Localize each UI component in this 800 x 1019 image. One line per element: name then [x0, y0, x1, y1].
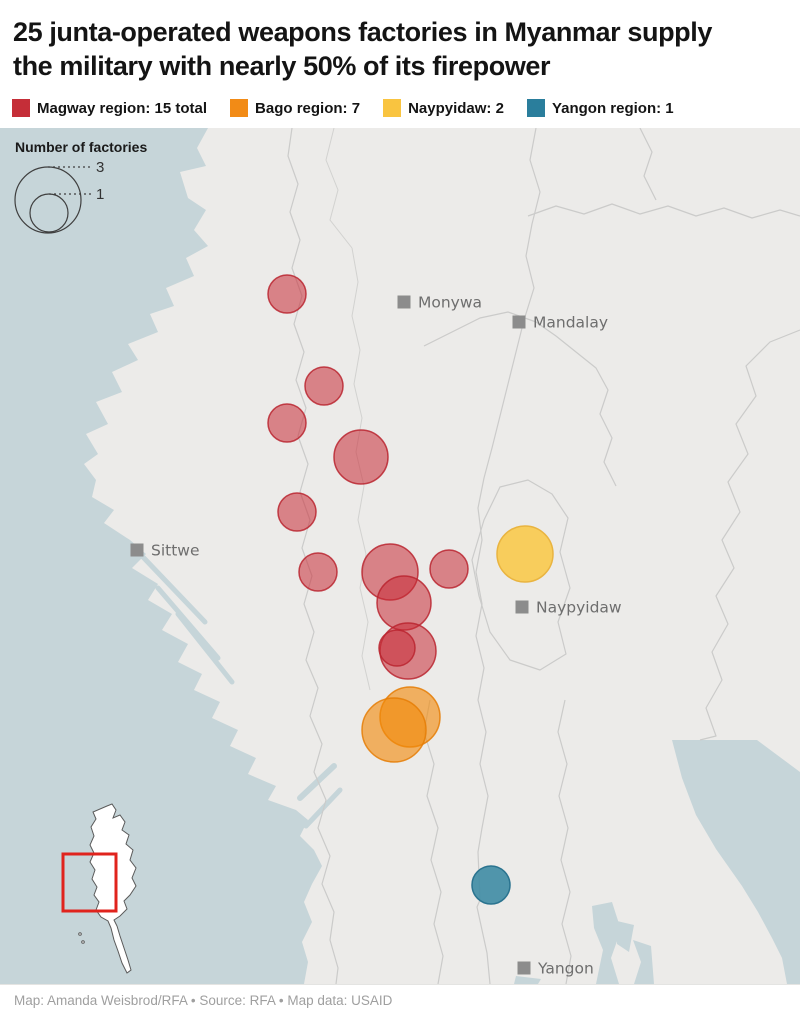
legend-label: Naypyidaw: 2	[408, 99, 504, 117]
region-legend: Magway region: 15 total Bago region: 7 Nay…	[12, 99, 674, 117]
city-label-monywa: Monywa	[418, 294, 482, 312]
factory-circle-magway	[304, 366, 344, 406]
myanmar-map-svg: Monywa Mandalay Sittwe Naypyidaw Yangon Numb…	[0, 128, 800, 984]
city-label-yangon: Yangon	[537, 960, 594, 978]
size-key: Number of factories 3 1	[14, 139, 147, 234]
size-key-small-value: 1	[96, 186, 104, 203]
legend-label: Magway region: 15 total	[37, 99, 208, 117]
estuary-channels	[139, 553, 343, 829]
factory-circle-yangon	[471, 865, 511, 905]
page-title: 25 junta-operated weapons factories in M…	[13, 17, 712, 81]
inset-island	[81, 940, 85, 944]
factory-circle-bago	[361, 697, 427, 763]
legend-swatch-naypyidaw	[383, 99, 402, 117]
sea-bay-of-bengal	[0, 128, 322, 984]
city-markers: Monywa Mandalay Sittwe Naypyidaw Yangon	[130, 294, 622, 978]
factory-circle-magway	[267, 274, 307, 314]
factory-circle-magway	[429, 549, 469, 589]
legend-swatch-magway	[12, 99, 30, 117]
legend-label: Bago region: 7	[255, 99, 361, 117]
city-label-naypyidaw: Naypyidaw	[536, 599, 622, 617]
legend-swatch-bago	[230, 99, 249, 117]
city-marker-yangon	[517, 961, 531, 975]
inset-map	[61, 803, 137, 974]
map-canvas: Monywa Mandalay Sittwe Naypyidaw Yangon Numb…	[0, 128, 800, 985]
legend-item-bago: Bago region: 7	[230, 99, 360, 117]
inset-island	[78, 932, 82, 936]
factory-circle-magway	[376, 575, 432, 631]
delta-inlets	[514, 902, 654, 984]
sea-gulf-of-martaban	[672, 740, 800, 984]
factory-circle-magway	[298, 552, 338, 592]
size-key-big-value: 3	[96, 159, 104, 176]
city-label-mandalay: Mandalay	[533, 314, 608, 332]
factory-circle-magway	[267, 403, 307, 443]
factory-circles	[267, 274, 554, 905]
inset-myanmar-outline	[89, 803, 137, 974]
city-marker-sittwe	[130, 543, 144, 557]
size-key-title: Number of factories	[15, 139, 147, 155]
legend-item-yangon: Yangon region: 1	[526, 99, 674, 117]
inset-extent-rect	[61, 852, 118, 913]
legend-swatch-yangon	[526, 99, 545, 117]
credits: Map: Amanda Weisbrod/RFA • Source: RFA •…	[14, 993, 393, 1008]
city-marker-mandalay	[512, 315, 526, 329]
legend-item-naypyidaw: Naypyidaw: 2	[383, 99, 504, 117]
legend-item-magway: Magway region: 15 total	[12, 99, 207, 117]
city-marker-monywa	[397, 295, 411, 309]
factory-circle-magway	[333, 429, 389, 485]
legend-label: Yangon region: 1	[551, 99, 674, 117]
city-marker-naypyidaw	[515, 600, 529, 614]
factory-circle-magway	[277, 492, 317, 532]
factory-circle-magway	[378, 629, 416, 667]
city-label-sittwe: Sittwe	[151, 542, 200, 560]
factory-circle-naypyidaw	[496, 525, 554, 583]
